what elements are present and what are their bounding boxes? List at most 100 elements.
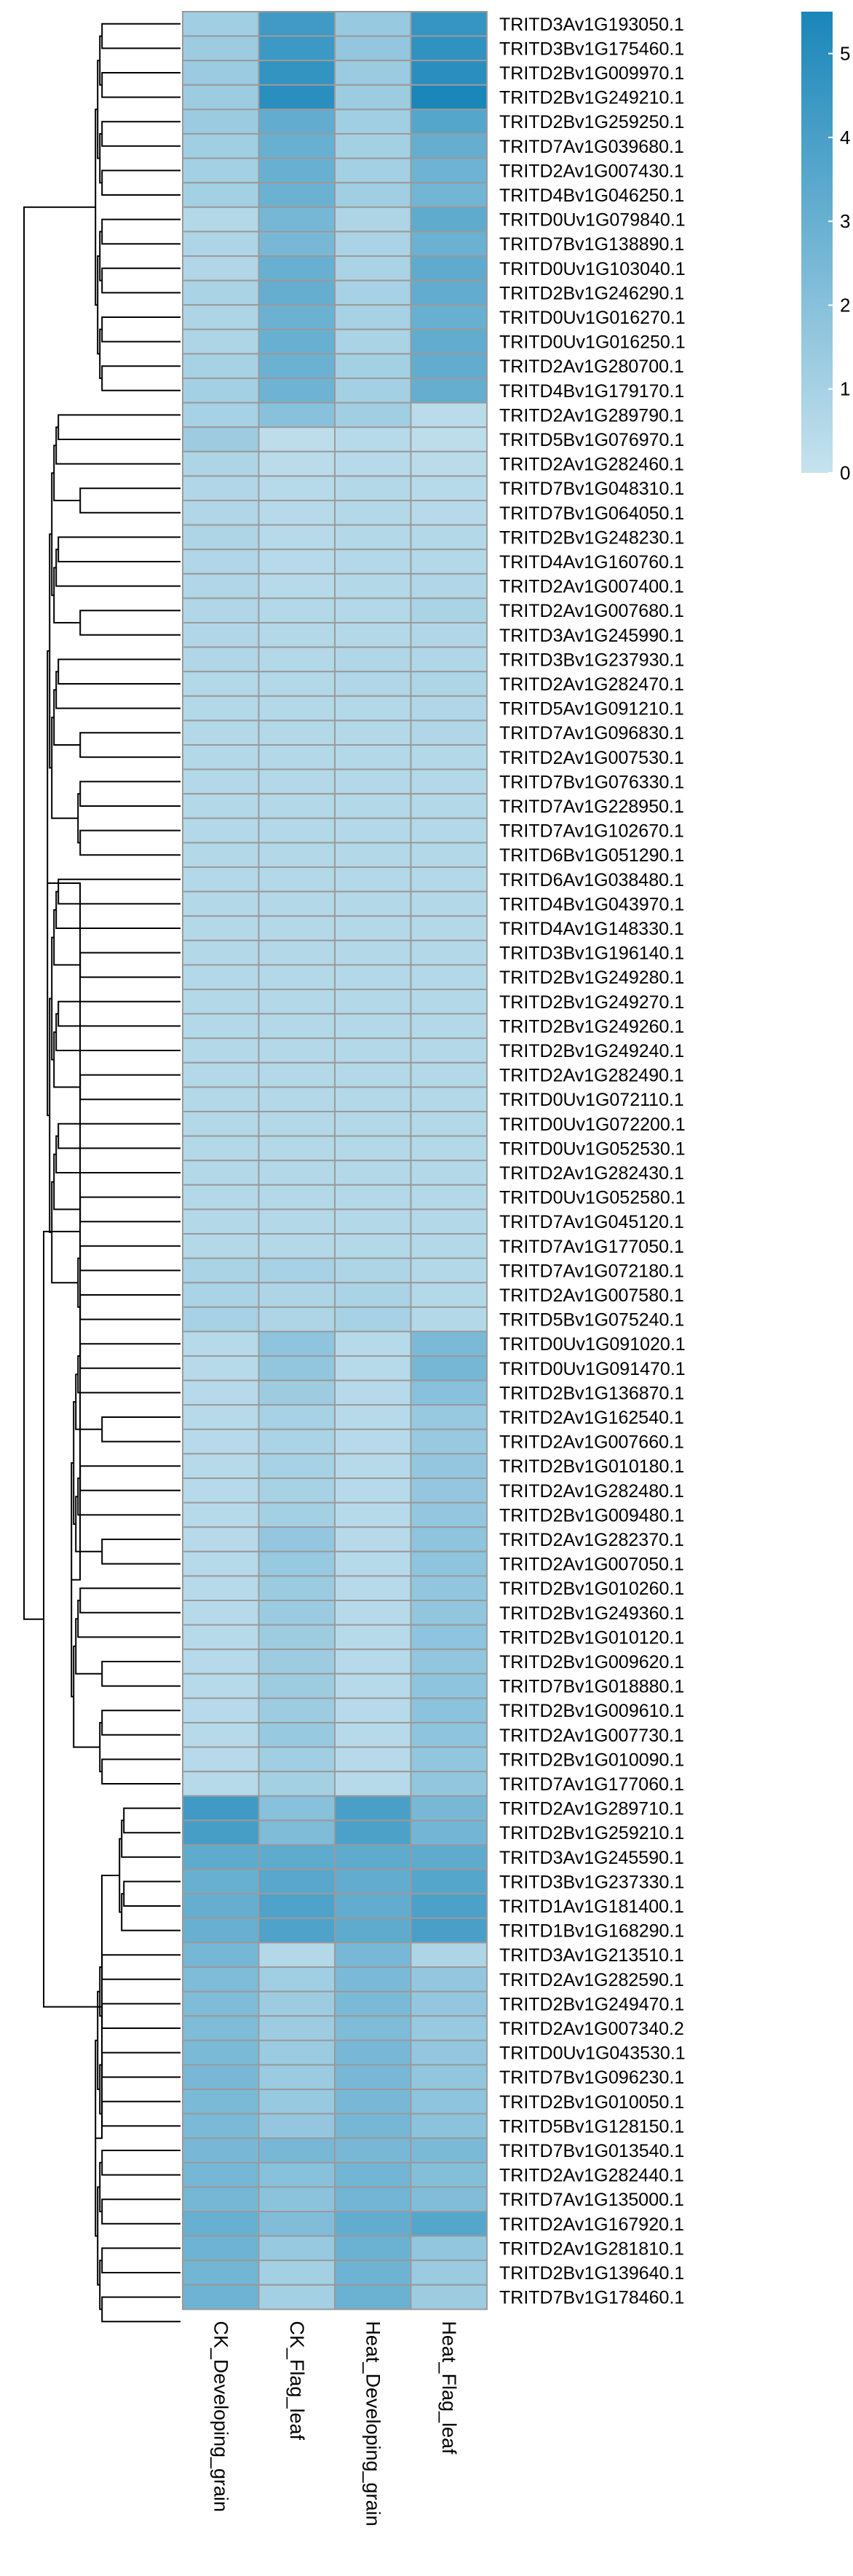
heatmap-cell (410, 1404, 488, 1430)
heatmap-cell (334, 2211, 412, 2237)
dendrogram-branch (77, 1355, 180, 1394)
heatmap-cell (334, 353, 412, 379)
dendrogram-branch (79, 610, 180, 636)
heatmap-cell (182, 2161, 260, 2188)
heatmap-cell (258, 989, 336, 1015)
heatmap-cell (258, 1795, 336, 1822)
heatmap-cell (334, 1428, 412, 1455)
heatmap-cell (334, 206, 412, 233)
heatmap-cell (258, 1917, 336, 1944)
dendrogram-branch (101, 23, 180, 49)
heatmap-cell (410, 279, 488, 306)
heatmap-cell (410, 2235, 488, 2262)
heatmap-cell (410, 353, 488, 379)
heatmap-cell (258, 1306, 336, 1333)
heatmap-cell (182, 1111, 260, 1137)
heatmap-cell (334, 1379, 412, 1406)
heatmap-cell (258, 1184, 336, 1211)
heatmap-cell (258, 426, 336, 452)
heatmap-cell (182, 890, 260, 917)
heatmap-cell (182, 1208, 260, 1235)
heatmap-cell (182, 1233, 260, 1259)
heatmap-cell (258, 1208, 336, 1235)
heatmap-cell (182, 939, 260, 966)
heatmap-cell (410, 2064, 488, 2090)
heatmap-cell (334, 2089, 412, 2115)
heatmap-cell (410, 573, 488, 599)
heatmap-cell (334, 378, 412, 404)
heatmap-cell (258, 1037, 336, 1064)
heatmap-cell (182, 719, 260, 746)
row-label: TRITD0Uv1G091020.1 (499, 1334, 686, 1355)
heatmap-cell (410, 1795, 488, 1822)
dendrogram-branch (79, 952, 180, 978)
heatmap-cell (410, 133, 488, 159)
heatmap-cell (258, 2089, 336, 2115)
dendrogram-branch (101, 2051, 180, 2078)
heatmap-cell (182, 573, 260, 599)
heatmap-cell (182, 1648, 260, 1675)
heatmap-cell (410, 1942, 488, 1968)
row-label: TRITD7Av1G177050.1 (499, 1237, 684, 1257)
row-label: TRITD7Av1G039680.1 (499, 137, 684, 157)
heatmap-cell (334, 1819, 412, 1846)
heatmap-cell (182, 1331, 260, 1357)
heatmap-cell (258, 255, 336, 282)
row-label: TRITD3Av1G193050.1 (499, 15, 684, 35)
heatmap-cell (258, 573, 336, 599)
heatmap-cell (410, 646, 488, 673)
heatmap-cell (258, 597, 336, 624)
heatmap-cell (258, 842, 336, 869)
row-label: TRITD2Bv1G009480.1 (499, 1505, 684, 1526)
heatmap-cell (334, 1160, 412, 1186)
heatmap-cell (334, 866, 412, 893)
dendrogram-branch (101, 2100, 180, 2127)
heatmap-cell (334, 549, 412, 575)
heatmap-cell (182, 1771, 260, 1797)
row-label: TRITD2Av1G007580.1 (499, 1285, 684, 1306)
heatmap-cell (334, 402, 412, 428)
heatmap-cell (410, 1111, 488, 1137)
heatmap-cell (258, 524, 336, 551)
dendrogram-branch (53, 909, 81, 966)
heatmap-cell (182, 549, 260, 575)
heatmap-cell (258, 1600, 336, 1626)
heatmap-cell (182, 1819, 260, 1846)
heatmap-cell (182, 1282, 260, 1308)
dendrogram-branch (121, 1819, 180, 1858)
heatmap-cell (258, 1355, 336, 1381)
heatmap-cell (410, 450, 488, 477)
heatmap-cell (334, 1111, 412, 1137)
heatmap-cell (410, 2089, 488, 2115)
heatmap-cell (410, 1990, 488, 2017)
heatmap-cell (334, 939, 412, 966)
heatmap-cell (334, 671, 412, 697)
heatmap-cell (258, 1013, 336, 1040)
heatmap-cell (258, 1061, 336, 1088)
heatmap-cell (334, 133, 412, 159)
heatmap-cell (334, 989, 412, 1015)
heatmap-cell (410, 378, 488, 404)
heatmap-cell (182, 989, 260, 1015)
row-label: TRITD2Av1G282480.1 (499, 1481, 684, 1502)
heatmap-cell (334, 622, 412, 648)
heatmap-cell (258, 1575, 336, 1601)
heatmap-cell (334, 964, 412, 991)
row-label: TRITD2Bv1G249360.1 (499, 1603, 684, 1624)
heatmap-cell (334, 793, 412, 819)
dendrogram-branch (101, 170, 180, 196)
row-label: TRITD0Uv1G072110.1 (499, 1090, 684, 1110)
dendrogram-branch (79, 1294, 180, 1320)
legend-tick-label: 4 (840, 127, 850, 148)
row-label: TRITD3Bv1G237930.1 (499, 650, 684, 670)
heatmap-cell (410, 2039, 488, 2066)
heatmap-cell (182, 622, 260, 648)
row-label: TRITD7Bv1G048310.1 (499, 479, 684, 499)
row-label: TRITD3Bv1G196140.1 (499, 944, 684, 964)
heatmap-cell (182, 304, 260, 330)
heatmap-cell (258, 2015, 336, 2041)
row-label: TRITD2Av1G007660.1 (499, 1432, 684, 1453)
heatmap-cell (182, 768, 260, 795)
heatmap-cell (410, 500, 488, 526)
heatmap-cell (182, 2235, 260, 2262)
